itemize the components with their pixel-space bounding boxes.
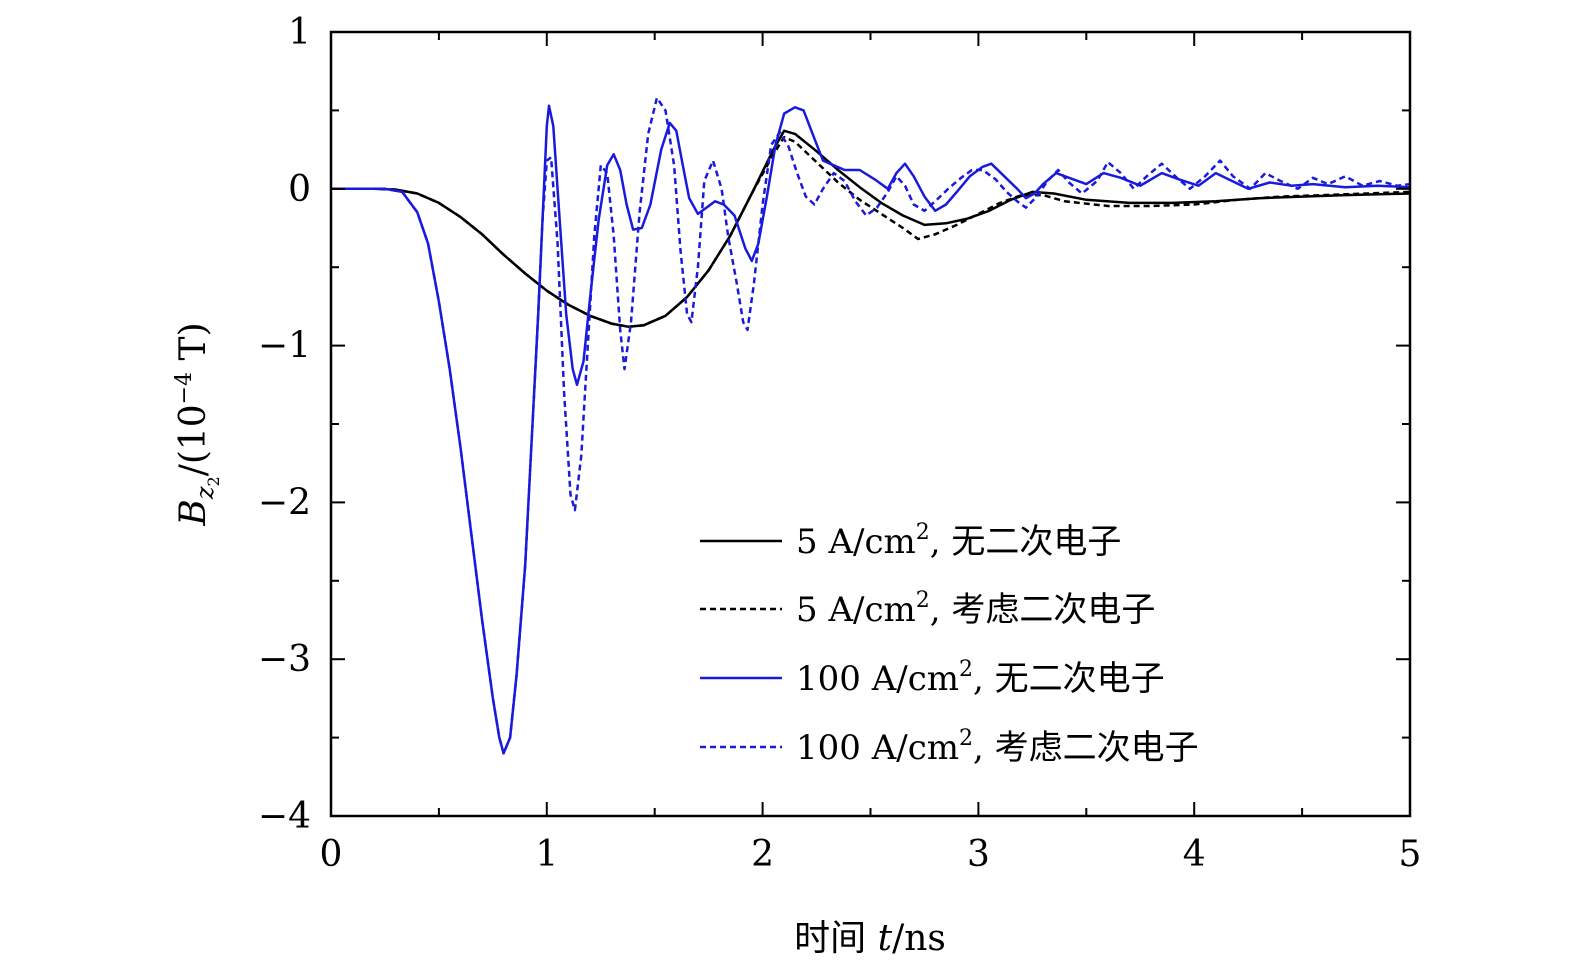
- x-tick-label: 0: [320, 834, 343, 875]
- y-tick-label: −3: [258, 639, 311, 680]
- legend-label-sup: 2: [916, 588, 930, 613]
- y-tick-label: 0: [288, 169, 311, 210]
- y-axis-title-var: B: [173, 499, 214, 526]
- tick-labels-layer: 0 1 2 3 4 5 −4 −3 −2 −1 0 1: [258, 12, 1422, 875]
- x-tick-label: 3: [967, 834, 990, 875]
- legend-label: 5 A/cm2, 无二次电子: [796, 520, 1121, 562]
- legend-label: 5 A/cm2, 考虑二次电子: [796, 588, 1155, 630]
- y-axis-title-unit: /(10: [173, 404, 214, 476]
- legend-label: 100 A/cm2, 无二次电子: [796, 657, 1165, 699]
- y-axis-title-subsub: 2: [204, 476, 223, 486]
- legend-label: 100 A/cm2, 考虑二次电子: [796, 726, 1199, 768]
- x-axis-title-var: t: [878, 918, 893, 959]
- legend-item: 5 A/cm2, 无二次电子: [700, 520, 1121, 562]
- x-axis-title: 时间 t/ns: [794, 918, 946, 959]
- legend-item: 100 A/cm2, 无二次电子: [700, 657, 1165, 699]
- legend-label-main: 5 A/cm: [796, 590, 916, 630]
- x-tick-label: 1: [535, 834, 558, 875]
- series-line-2: [331, 104, 1410, 755]
- y-tick-label: −2: [258, 482, 311, 523]
- legend: 5 A/cm2, 无二次电子 5 A/cm2, 考虑二次电子 100 A/cm2…: [700, 520, 1199, 768]
- ticks-layer: [330, 31, 1411, 817]
- series-line-0: [331, 129, 1410, 329]
- legend-label-tail: , 无二次电子: [973, 659, 1165, 699]
- y-axis-title-tail: T): [173, 322, 214, 372]
- legend-label-tail: , 无二次电子: [930, 522, 1122, 562]
- x-tick-label: 5: [1399, 834, 1422, 875]
- y-axis-title: Bz2/(10−4 T): [172, 322, 223, 526]
- legend-label-sup: 2: [959, 657, 973, 682]
- legend-label-tail: , 考虑二次电子: [930, 590, 1156, 630]
- y-tick-label: 1: [288, 12, 311, 53]
- x-axis-title-text: 时间: [794, 918, 877, 959]
- legend-label-main: 100 A/cm: [796, 659, 959, 699]
- x-axis-title-unit: /ns: [892, 918, 946, 959]
- series-line-1: [331, 135, 1410, 329]
- y-tick-label: −1: [258, 326, 311, 367]
- legend-item: 5 A/cm2, 考虑二次电子: [700, 588, 1155, 630]
- legend-label-tail: , 考虑二次电子: [973, 728, 1199, 768]
- legend-label-main: 5 A/cm: [796, 522, 916, 562]
- legend-item: 100 A/cm2, 考虑二次电子: [700, 726, 1199, 768]
- y-axis-title-sub: z: [191, 486, 219, 500]
- x-tick-label: 2: [751, 834, 774, 875]
- legend-label-main: 100 A/cm: [796, 728, 959, 768]
- legend-label-sup: 2: [959, 726, 973, 751]
- y-tick-label: −4: [258, 796, 311, 837]
- series-layer: [331, 96, 1410, 755]
- x-tick-label: 4: [1183, 834, 1206, 875]
- y-axis-title-exp: −4: [172, 372, 197, 404]
- legend-label-sup: 2: [916, 520, 930, 545]
